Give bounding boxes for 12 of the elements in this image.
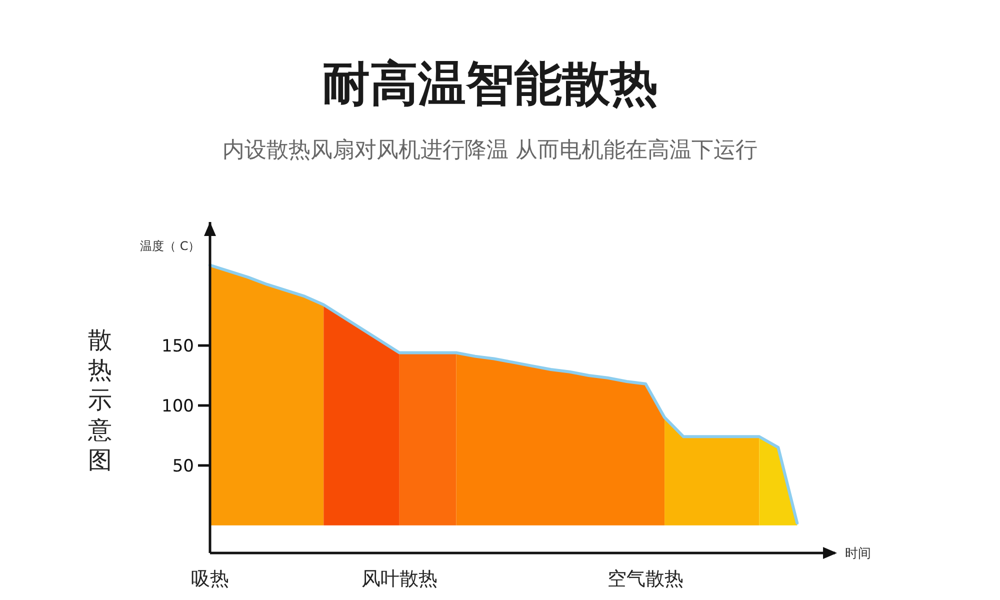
y-axis-title: 温度（ C）: [140, 239, 200, 253]
x-axis-title: 时间: [845, 546, 872, 562]
line-series: [208, 264, 799, 525]
y-tick-label: 50: [172, 456, 194, 476]
x-tick-label: 空气散热: [608, 568, 684, 590]
y-tick-label: 100: [162, 396, 194, 416]
text: 散热示意图: [87, 326, 112, 474]
chart-subtitle: 内设散热风扇对风机进行降温 从而电机能在高温下运行: [222, 138, 758, 163]
x-tick-label: 风叶散热: [361, 568, 438, 590]
y-tick-label: 150: [162, 336, 194, 356]
chart-title: 耐高温智能散热: [322, 56, 658, 112]
x-tick-label: 吸热: [191, 568, 229, 590]
